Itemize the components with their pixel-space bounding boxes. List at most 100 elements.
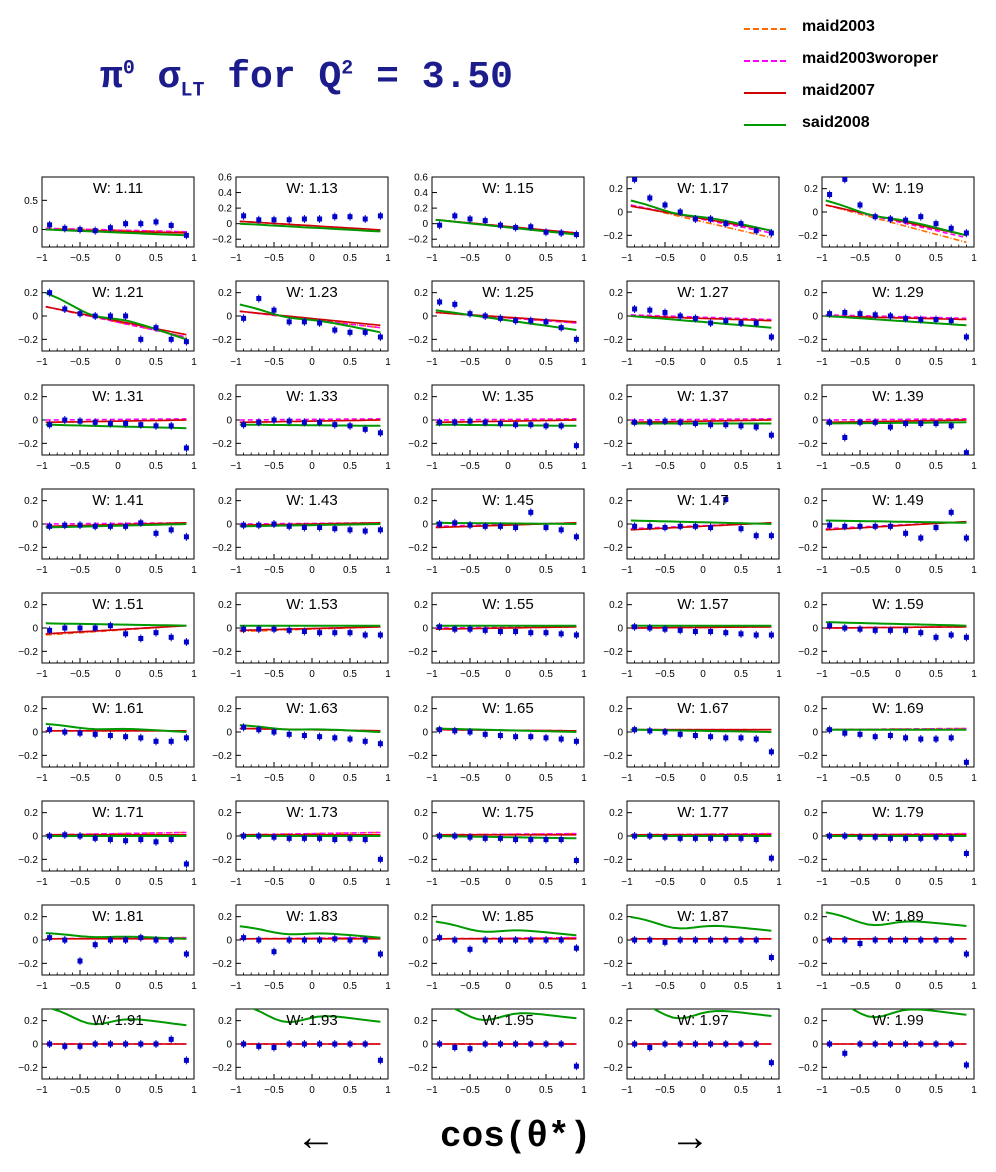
data-point xyxy=(271,417,277,423)
x-tick-label: −0.5 xyxy=(264,357,284,368)
panel-plot-area xyxy=(435,622,579,639)
panel-plot-area xyxy=(45,932,189,965)
y-tick-label: 0 xyxy=(812,312,818,323)
data-point xyxy=(948,225,954,231)
data-point xyxy=(271,521,277,527)
legend-item-maid2003: maid2003 xyxy=(740,12,990,44)
data-point xyxy=(543,837,549,842)
data-point xyxy=(948,835,954,841)
x-tick-label: 1 xyxy=(776,461,782,472)
data-point xyxy=(857,311,863,317)
data-point xyxy=(708,1041,714,1047)
model-curve-maid2007 xyxy=(239,522,381,526)
y-tick-label: −0.2 xyxy=(18,439,38,450)
model-curve-said2008 xyxy=(850,1009,967,1019)
x-tick-label: 0 xyxy=(115,461,121,472)
y-tick-label: 0 xyxy=(226,832,232,843)
data-point xyxy=(301,1041,307,1047)
panel-label: W: 1.53 xyxy=(286,596,337,613)
data-point xyxy=(872,523,878,529)
data-point xyxy=(708,734,714,740)
y-tick-label: 0 xyxy=(617,208,623,219)
x-tick-label: −1 xyxy=(36,461,48,472)
data-point xyxy=(347,736,353,742)
x-tick-label: −1 xyxy=(36,981,48,992)
y-tick-label: −0.2 xyxy=(603,855,623,866)
data-point xyxy=(92,731,98,737)
x-tick-label: 1 xyxy=(581,461,587,472)
data-point xyxy=(47,222,53,228)
data-point xyxy=(286,418,292,424)
x-tick-label: −0.5 xyxy=(460,669,480,680)
x-tick-label: 0 xyxy=(115,565,121,576)
x-tick-label: 0.5 xyxy=(539,669,553,680)
data-point xyxy=(543,1041,549,1047)
x-tick-label: −1 xyxy=(36,253,48,264)
panel-plot-area xyxy=(239,294,383,341)
panel-plot-area xyxy=(825,508,969,542)
data-point xyxy=(723,497,729,502)
data-point xyxy=(168,527,174,533)
x-tick-label: −0.5 xyxy=(264,565,284,576)
x-tick-label: −0.5 xyxy=(70,669,90,680)
panel: −1 −0.5 0 0.5 1 −0.2 0 0.2 W: 1.27 xyxy=(603,280,782,368)
x-tick-label: 0.5 xyxy=(149,981,163,992)
model-curve-maid2007 xyxy=(239,419,381,424)
data-point xyxy=(138,520,144,526)
panel: −1 −0.5 0 0.5 1 −0.2 0 0.2 W: 1.35 xyxy=(408,384,587,472)
data-point xyxy=(332,327,338,333)
y-tick-label: 0.2 xyxy=(414,392,428,403)
model-curve-said2008 xyxy=(250,1009,381,1024)
data-point xyxy=(47,290,53,296)
panel: −1 −0.5 0 0.5 1 −0.2 0 0.2 W: 1.43 xyxy=(212,488,391,576)
y-tick-label: 0.2 xyxy=(804,1016,818,1027)
data-point xyxy=(317,1041,323,1047)
data-point xyxy=(753,736,759,742)
panel-label: W: 1.97 xyxy=(677,1012,728,1029)
x-tick-label: 0 xyxy=(700,981,706,992)
data-point xyxy=(903,937,909,943)
data-point xyxy=(677,419,683,425)
x-tick-label: 0 xyxy=(700,357,706,368)
data-point xyxy=(452,833,458,839)
x-tick-label: 1 xyxy=(776,773,782,784)
x-tick-label: 1 xyxy=(971,877,977,888)
model-curve-said2008 xyxy=(435,423,577,427)
panel-frame xyxy=(41,280,195,352)
panel: −1 −0.5 0 0.5 1 −0.2 0 0.2 W: 1.83 xyxy=(212,904,391,992)
data-point xyxy=(558,937,564,943)
y-tick-label: 0.2 xyxy=(414,912,428,923)
data-point xyxy=(347,1041,353,1047)
panel-label: W: 1.81 xyxy=(92,908,143,925)
data-point xyxy=(92,228,98,234)
x-tick-label: −1 xyxy=(426,357,438,368)
x-tick-label: 0 xyxy=(895,357,901,368)
data-point xyxy=(183,861,189,867)
data-point xyxy=(47,833,53,839)
data-point xyxy=(692,629,698,634)
panel-label: W: 1.51 xyxy=(92,596,143,613)
panel: −1 −0.5 0 0.5 1 −0.2 0 0.2 W: 1.79 xyxy=(798,800,977,888)
data-point xyxy=(632,419,638,425)
y-tick-label: 0 xyxy=(226,416,232,427)
data-point xyxy=(677,731,683,737)
x-tick-label: −0.5 xyxy=(655,565,675,576)
model-curve-said2008 xyxy=(45,622,187,627)
data-point xyxy=(543,630,549,636)
data-point xyxy=(347,329,353,335)
data-point xyxy=(708,629,714,634)
data-point xyxy=(632,306,638,312)
x-tick-label: 0 xyxy=(700,877,706,888)
data-point xyxy=(317,835,323,841)
panel-label: W: 1.15 xyxy=(482,180,533,197)
panel-frame xyxy=(821,696,975,768)
legend-swatch-said2008 xyxy=(744,124,786,126)
x-tick-label: −1 xyxy=(230,669,242,680)
y-tick-label: −0.2 xyxy=(408,1063,428,1074)
data-point xyxy=(872,419,878,425)
panel-label: W: 1.23 xyxy=(286,284,337,301)
data-point xyxy=(948,423,954,429)
data-point xyxy=(933,421,939,426)
x-tick-label: 0 xyxy=(700,773,706,784)
panel: −1 −0.5 0 0.5 1 −0.2 0 0.2 W: 1.65 xyxy=(408,696,587,784)
